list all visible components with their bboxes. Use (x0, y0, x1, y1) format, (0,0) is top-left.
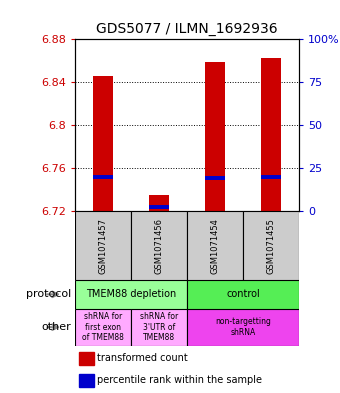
Bar (187, 309, 299, 346)
Bar (79, 374, 94, 387)
Bar (243, 211, 299, 280)
Text: TMEM88 depletion: TMEM88 depletion (86, 289, 176, 299)
Text: percentile rank within the sample: percentile rank within the sample (97, 375, 262, 385)
Text: GSM1071456: GSM1071456 (154, 218, 164, 274)
Bar (149, 195, 169, 211)
Text: transformed count: transformed count (97, 353, 188, 364)
Bar (187, 211, 243, 280)
Bar (75, 309, 131, 346)
Bar (187, 280, 299, 309)
Text: shRNA for
first exon
of TMEM88: shRNA for first exon of TMEM88 (82, 312, 124, 342)
Bar (261, 58, 281, 211)
Text: control: control (226, 289, 260, 299)
Bar (93, 76, 113, 211)
Text: GSM1071454: GSM1071454 (210, 218, 220, 274)
Text: other: other (41, 322, 71, 332)
Bar (131, 309, 187, 346)
Bar (205, 62, 225, 211)
Bar (131, 211, 187, 280)
Text: GSM1071455: GSM1071455 (267, 218, 276, 274)
Bar (75, 211, 131, 280)
Text: shRNA for
3'UTR of
TMEM88: shRNA for 3'UTR of TMEM88 (140, 312, 178, 342)
Text: protocol: protocol (26, 289, 71, 299)
Bar (205, 176, 225, 180)
Bar (93, 175, 113, 179)
Bar (75, 280, 187, 309)
Bar (149, 205, 169, 209)
Bar (79, 352, 94, 365)
Title: GDS5077 / ILMN_1692936: GDS5077 / ILMN_1692936 (96, 22, 278, 36)
Text: non-targetting
shRNA: non-targetting shRNA (215, 318, 271, 337)
Bar (261, 175, 281, 179)
Text: GSM1071457: GSM1071457 (98, 218, 107, 274)
